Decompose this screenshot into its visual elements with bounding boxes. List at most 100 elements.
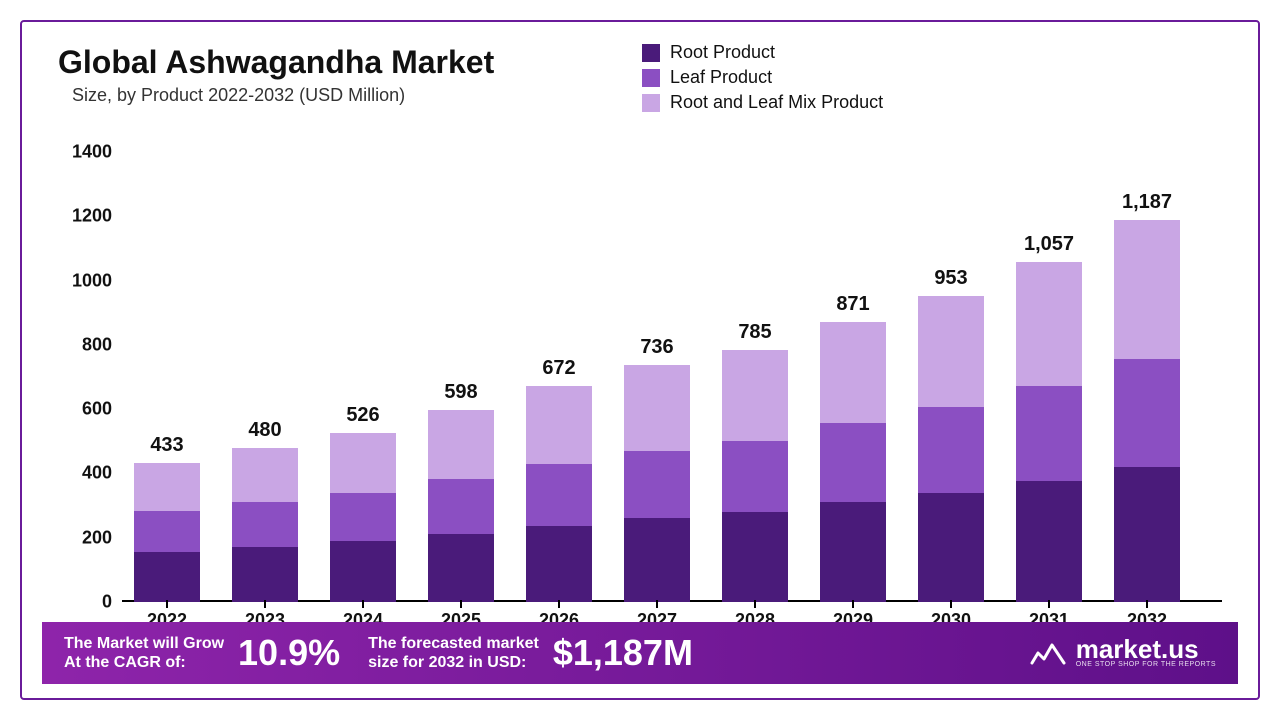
bar-total-label: 433 xyxy=(134,434,200,463)
chart-title: Global Ashwagandha Market xyxy=(58,44,494,81)
brand: market.us ONE STOP SHOP FOR THE REPORTS xyxy=(1030,638,1216,668)
segment-leaf xyxy=(722,441,788,512)
x-tick-mark xyxy=(1146,600,1148,608)
bar-group: 1,187 xyxy=(1114,220,1180,602)
bar-group: 871 xyxy=(820,322,886,602)
segment-root-leaf xyxy=(624,365,690,451)
bar-total-label: 1,187 xyxy=(1114,191,1180,220)
segment-root-leaf xyxy=(722,350,788,442)
bar-total-label: 672 xyxy=(526,357,592,386)
x-tick-mark xyxy=(754,600,756,608)
segment-root xyxy=(134,552,200,602)
legend-label: Root and Leaf Mix Product xyxy=(670,92,883,113)
segment-root xyxy=(918,493,984,602)
segment-root-leaf xyxy=(134,463,200,511)
segment-root xyxy=(428,534,494,602)
segment-root-leaf xyxy=(428,410,494,479)
segment-root-leaf xyxy=(1114,220,1180,359)
legend-swatch xyxy=(642,44,660,62)
segment-root xyxy=(1114,467,1180,602)
segment-root xyxy=(526,526,592,603)
segment-root xyxy=(330,541,396,602)
bar-group: 526 xyxy=(330,433,396,602)
bar-group: 480 xyxy=(232,448,298,602)
segment-root xyxy=(820,502,886,602)
chart-card: Global Ashwagandha Market Size, by Produ… xyxy=(20,20,1260,700)
brand-logo-icon xyxy=(1030,639,1066,667)
bar-group: 953 xyxy=(918,296,984,602)
bar-group: 433 xyxy=(134,463,200,602)
forecast-label: The forecasted market size for 2032 in U… xyxy=(368,634,539,672)
footer-banner: The Market will Grow At the CAGR of: 10.… xyxy=(42,622,1238,684)
bar-total-label: 736 xyxy=(624,336,690,365)
chart-header: Global Ashwagandha Market Size, by Produ… xyxy=(58,44,494,106)
legend: Root Product Leaf Product Root and Leaf Mi… xyxy=(642,42,883,117)
x-tick-mark xyxy=(558,600,560,608)
segment-root-leaf xyxy=(1016,262,1082,385)
bar-total-label: 871 xyxy=(820,293,886,322)
segment-leaf xyxy=(134,511,200,552)
segment-root xyxy=(232,547,298,602)
legend-item: Root Product xyxy=(642,42,883,63)
plot-area: 4332022480202352620245982025672202673620… xyxy=(122,152,1222,602)
y-tick-label: 600 xyxy=(52,399,112,420)
bar-group: 672 xyxy=(526,386,592,602)
segment-root-leaf xyxy=(526,386,592,464)
segment-leaf xyxy=(624,451,690,518)
chart-subtitle: Size, by Product 2022-2032 (USD Million) xyxy=(72,85,494,106)
x-tick-mark xyxy=(656,600,658,608)
y-tick-label: 0 xyxy=(52,592,112,613)
bar-group: 598 xyxy=(428,410,494,602)
legend-item: Leaf Product xyxy=(642,67,883,88)
segment-leaf xyxy=(428,479,494,534)
bar-total-label: 480 xyxy=(232,419,298,448)
bar-total-label: 526 xyxy=(330,404,396,433)
y-tick-label: 1200 xyxy=(52,206,112,227)
bars-container: 4332022480202352620245982025672202673620… xyxy=(122,152,1222,602)
segment-root xyxy=(722,512,788,602)
bar-group: 785 xyxy=(722,350,788,602)
x-tick-mark xyxy=(264,600,266,608)
bar-group: 736 xyxy=(624,365,690,602)
segment-leaf xyxy=(232,502,298,547)
y-tick-label: 200 xyxy=(52,527,112,548)
segment-root-leaf xyxy=(330,433,396,493)
forecast-label-line2: size for 2032 in USD: xyxy=(368,653,539,672)
x-tick-mark xyxy=(460,600,462,608)
y-tick-label: 1000 xyxy=(52,270,112,291)
segment-leaf xyxy=(526,464,592,525)
forecast-label-line1: The forecasted market xyxy=(368,634,539,653)
cagr-label-line1: The Market will Grow xyxy=(64,634,224,653)
y-axis: 0200400600800100012001400 xyxy=(52,152,112,602)
brand-tagline: ONE STOP SHOP FOR THE REPORTS xyxy=(1076,661,1216,668)
bar-total-label: 1,057 xyxy=(1016,233,1082,262)
segment-root-leaf xyxy=(918,296,984,407)
segment-root xyxy=(624,518,690,602)
legend-item: Root and Leaf Mix Product xyxy=(642,92,883,113)
segment-leaf xyxy=(1016,386,1082,482)
segment-leaf xyxy=(330,493,396,541)
x-tick-mark xyxy=(362,600,364,608)
bar-total-label: 598 xyxy=(428,381,494,410)
legend-label: Leaf Product xyxy=(670,67,772,88)
legend-label: Root Product xyxy=(670,42,775,63)
cagr-label: The Market will Grow At the CAGR of: xyxy=(64,634,224,672)
brand-name: market.us xyxy=(1076,638,1216,661)
legend-swatch xyxy=(642,94,660,112)
y-tick-label: 800 xyxy=(52,334,112,355)
y-tick-label: 1400 xyxy=(52,142,112,163)
bar-group: 1,057 xyxy=(1016,262,1082,602)
y-tick-label: 400 xyxy=(52,463,112,484)
x-tick-mark xyxy=(852,600,854,608)
segment-leaf xyxy=(1114,359,1180,467)
x-tick-mark xyxy=(950,600,952,608)
forecast-value: $1,187M xyxy=(553,632,693,674)
bar-total-label: 785 xyxy=(722,321,788,350)
segment-leaf xyxy=(820,423,886,502)
cagr-value: 10.9% xyxy=(238,632,340,674)
segment-root-leaf xyxy=(232,448,298,503)
segment-root-leaf xyxy=(820,322,886,423)
bar-total-label: 953 xyxy=(918,267,984,296)
x-tick-mark xyxy=(1048,600,1050,608)
legend-swatch xyxy=(642,69,660,87)
